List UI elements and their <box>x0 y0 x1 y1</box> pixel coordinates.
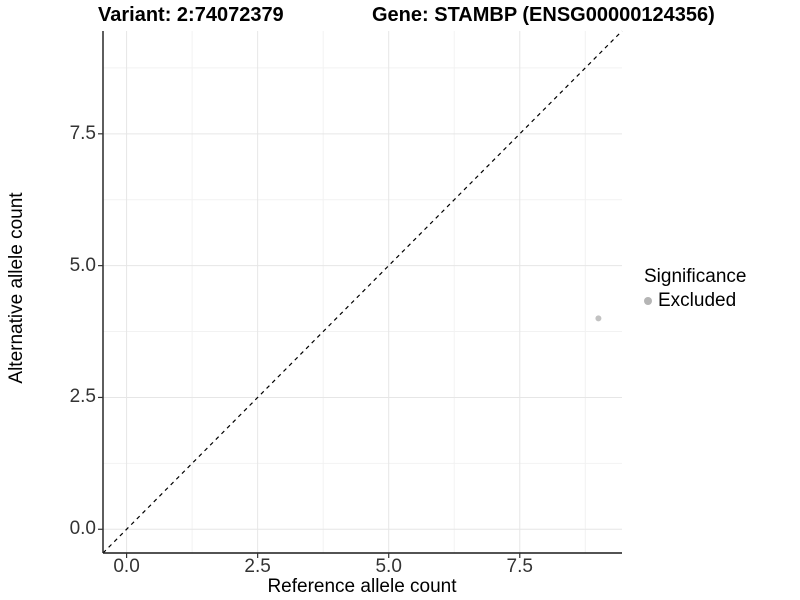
x-tick-label: 7.5 <box>506 556 533 577</box>
y-tick-label: 0.0 <box>69 518 96 540</box>
identity-reference-line <box>102 30 623 554</box>
data-point <box>595 315 602 322</box>
x-tick-label: 5.0 <box>375 556 402 577</box>
y-axis-title: Alternative allele count <box>6 192 27 384</box>
legend-item-excluded: Excluded <box>644 289 746 313</box>
y-tick-label: 5.0 <box>69 254 96 276</box>
legend-title: Significance <box>644 266 747 287</box>
variant-title: Variant: 2:74072379 <box>98 4 284 26</box>
legend-item-label: Excluded <box>658 290 737 311</box>
gene-title: Gene: STAMBP (ENSG00000124356) <box>372 4 715 26</box>
legend: Significance Excluded <box>644 265 746 313</box>
x-tick-label: 0.0 <box>113 556 140 577</box>
x-tick-label: 2.5 <box>244 556 271 577</box>
x-axis-title: Reference allele count <box>267 576 457 597</box>
y-tick-label: 2.5 <box>69 386 96 408</box>
legend-key-dot <box>644 297 652 305</box>
y-tick-label: 7.5 <box>69 122 96 144</box>
